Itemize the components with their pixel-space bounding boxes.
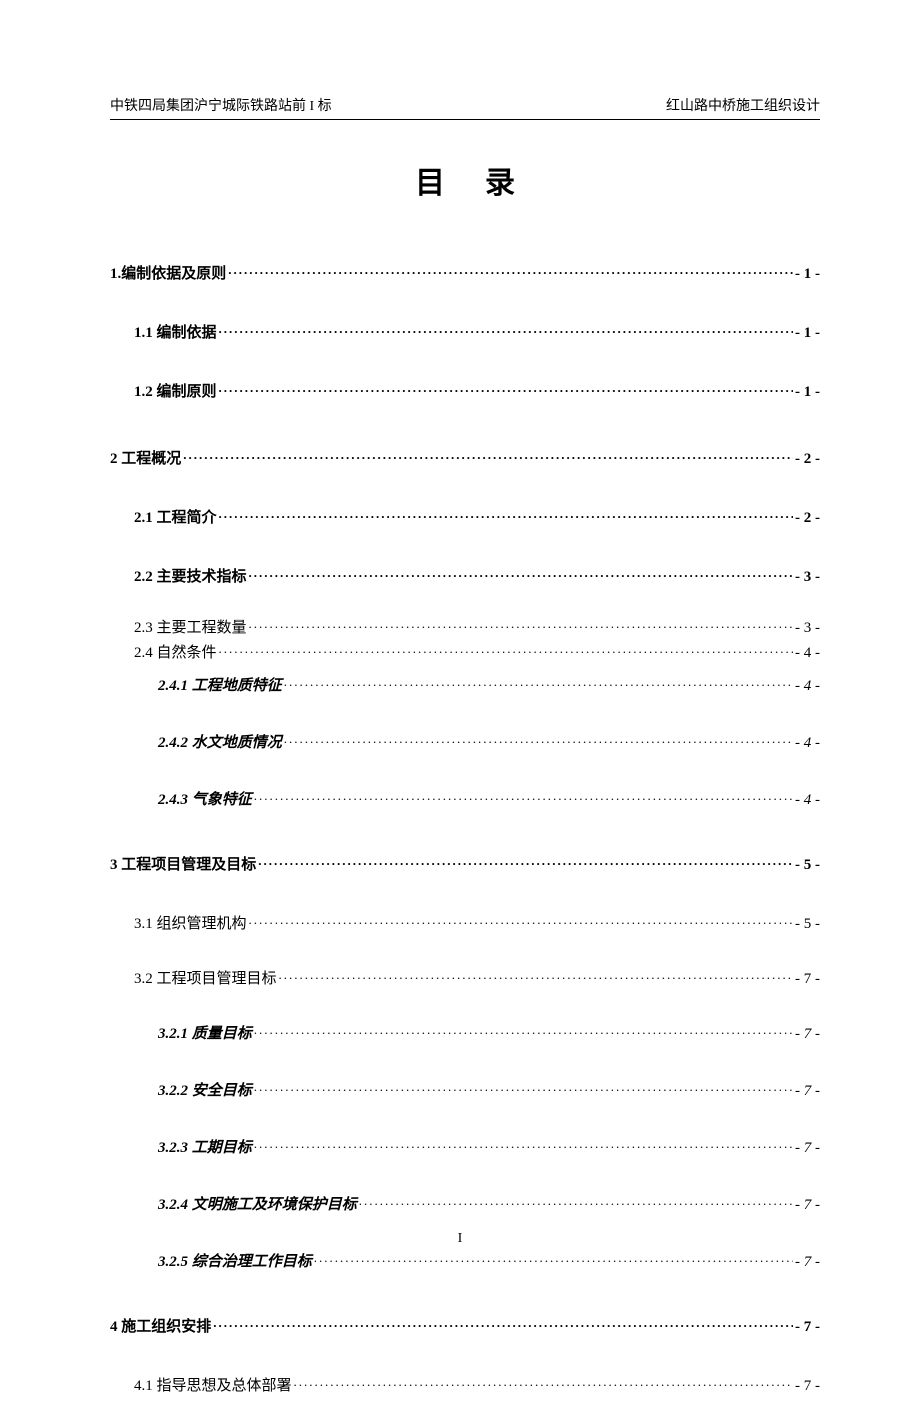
page-header: 中铁四局集团沪宁城际铁路站前 I 标 红山路中桥施工组织设计 [110, 95, 820, 120]
toc-entry: 1.2 编制原则 - 1 - [110, 380, 820, 401]
header-right: 红山路中桥施工组织设计 [666, 95, 820, 115]
toc-entry-page: - 7 - [795, 1378, 820, 1395]
toc-entry: 2.1 工程简介 - 2 - [110, 506, 820, 527]
toc-entry-page: - 5 - [795, 916, 820, 933]
toc-entry-label: 3.2.5 综合治理工作目标 [158, 1250, 312, 1271]
toc-entry: 2 工程概况 - 2 - [110, 447, 820, 468]
toc-entry-label: 2.4.3 气象特征 [158, 788, 252, 809]
toc-entry: 3.2.5 综合治理工作目标 - 7 - [110, 1250, 820, 1271]
toc-entry-label: 1.2 编制原则 [134, 380, 217, 401]
toc-entry: 3.2.2 安全目标 - 7 - [110, 1079, 820, 1100]
toc-leader-dots [254, 1080, 793, 1095]
toc-entry-label: 2.4.1 工程地质特征 [158, 674, 282, 695]
toc-entry-page: - 7 - [795, 1140, 820, 1157]
toc-leader-dots [219, 642, 793, 657]
toc-entry-label: 3.1 组织管理机构 [134, 912, 247, 933]
toc-entry: 4.1 指导思想及总体部署 - 7 - [110, 1374, 820, 1395]
toc-leader-dots [219, 322, 793, 337]
toc-entry: 2.4.1 工程地质特征 - 4 - [110, 674, 820, 695]
toc-leader-dots [254, 1137, 793, 1152]
toc-entry: 3.1 组织管理机构 - 5 - [110, 912, 820, 933]
toc-entry-page: - 7 - [795, 1254, 820, 1271]
toc-entry-page: - 3 - [795, 569, 820, 586]
toc-entry-page: - 7 - [795, 1026, 820, 1043]
toc-entry-label: 3.2.4 文明施工及环境保护目标 [158, 1193, 357, 1214]
toc-title: 目录 [110, 158, 820, 202]
toc-entry: 4 施工组织安排 - 7 - [110, 1315, 820, 1336]
header-left: 中铁四局集团沪宁城际铁路站前 I 标 [110, 95, 332, 115]
toc-leader-dots [258, 854, 793, 869]
toc-entry-page: - 3 - [795, 620, 820, 637]
toc-entry: 2.4.3 气象特征 - 4 - [110, 788, 820, 809]
toc-entry-page: - 4 - [795, 792, 820, 809]
toc-leader-dots [294, 1375, 793, 1390]
toc-entry-page: - 7 - [795, 971, 820, 988]
toc-entry-page: - 5 - [795, 857, 820, 874]
toc-leader-dots [279, 968, 793, 983]
toc-leader-dots [254, 789, 793, 804]
toc-entry-label: 2.3 主要工程数量 [134, 616, 247, 637]
document-page: 中铁四局集团沪宁城际铁路站前 I 标 红山路中桥施工组织设计 目录 1.编制依据… [0, 0, 920, 1302]
toc-entry-label: 2.2 主要技术指标 [134, 565, 247, 586]
toc-entry-page: - 1 - [795, 266, 820, 283]
toc-entry-page: - 1 - [795, 325, 820, 342]
toc-entry: 2.3 主要工程数量 - 3 - [110, 616, 820, 637]
toc-entry: 1.编制依据及原则 - 1 - [110, 262, 820, 283]
toc-leader-dots [284, 675, 793, 690]
toc-entry-page: - 7 - [795, 1319, 820, 1336]
toc-entry: 2.4.2 水文地质情况 - 4 - [110, 731, 820, 752]
toc-entry: 3 工程项目管理及目标 - 5 - [110, 853, 820, 874]
toc-leader-dots [249, 566, 793, 581]
toc-entry-label: 3.2 工程项目管理目标 [134, 967, 277, 988]
toc-leader-dots [359, 1194, 793, 1209]
toc-leader-dots [249, 617, 793, 632]
toc-entry-label: 4 施工组织安排 [110, 1315, 211, 1336]
toc-leader-dots [213, 1316, 793, 1331]
toc-entry: 3.2.1 质量目标 - 7 - [110, 1022, 820, 1043]
toc-entry-label: 4.1 指导思想及总体部署 [134, 1374, 292, 1395]
toc-entry: 3.2.4 文明施工及环境保护目标 - 7 - [110, 1193, 820, 1214]
toc-leader-dots [219, 381, 793, 396]
toc-entry-page: - 2 - [795, 510, 820, 527]
toc-entry: 1.1 编制依据 - 1 - [110, 321, 820, 342]
toc-entry-page: - 4 - [795, 678, 820, 695]
toc-entry-label: 3.2.1 质量目标 [158, 1022, 252, 1043]
toc-entry-label: 2.1 工程简介 [134, 506, 217, 527]
toc-entry-label: 3.2.3 工期目标 [158, 1136, 252, 1157]
toc-leader-dots [228, 263, 793, 278]
toc-leader-dots [254, 1023, 793, 1038]
toc-leader-dots [284, 732, 793, 747]
toc-entry-label: 2.4.2 水文地质情况 [158, 731, 282, 752]
toc-entry-page: - 1 - [795, 384, 820, 401]
toc-entry: 3.2 工程项目管理目标 - 7 - [110, 967, 820, 988]
toc-leader-dots [314, 1251, 793, 1266]
toc-entry-label: 1.编制依据及原则 [110, 262, 226, 283]
toc-leader-dots [219, 507, 793, 522]
toc-entry-page: - 7 - [795, 1083, 820, 1100]
toc-leader-dots [183, 448, 793, 463]
page-number: I [0, 1231, 920, 1247]
toc-entry: 3.2.3 工期目标 - 7 - [110, 1136, 820, 1157]
toc-entry: 2.4 自然条件 - 4 - [110, 641, 820, 662]
toc-entry-label: 2 工程概况 [110, 447, 181, 468]
toc-entry-page: - 7 - [795, 1197, 820, 1214]
toc-entry-page: - 2 - [795, 451, 820, 468]
toc-entry-label: 2.4 自然条件 [134, 641, 217, 662]
toc-entry: 2.2 主要技术指标 - 3 - [110, 565, 820, 586]
toc-entry-label: 3.2.2 安全目标 [158, 1079, 252, 1100]
toc-entry-label: 3 工程项目管理及目标 [110, 853, 256, 874]
toc-entry-page: - 4 - [795, 645, 820, 662]
toc-leader-dots [249, 913, 793, 928]
toc-entry-page: - 4 - [795, 735, 820, 752]
toc-entry-label: 1.1 编制依据 [134, 321, 217, 342]
